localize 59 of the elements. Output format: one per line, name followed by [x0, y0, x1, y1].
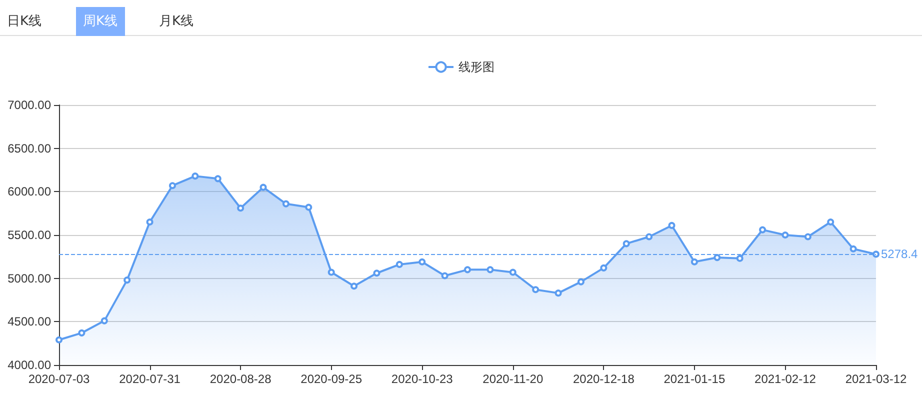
ref-line-label: 5278.4	[881, 247, 918, 262]
point	[146, 218, 154, 226]
y-tick-label: 5000.00	[8, 271, 52, 286]
point	[350, 282, 358, 290]
point	[646, 233, 653, 240]
y-tick-label: 4000.00	[8, 358, 52, 372]
point	[441, 272, 448, 280]
y-tick-label: 4500.00	[8, 314, 52, 329]
point	[486, 266, 494, 274]
point	[124, 276, 131, 284]
point	[554, 290, 562, 297]
point	[305, 204, 312, 211]
point	[872, 250, 880, 258]
point	[100, 317, 108, 324]
point	[600, 264, 608, 272]
x-tick-label: 2021-02-12	[754, 372, 816, 386]
x-tick-label: 2021-01-15	[664, 372, 726, 386]
point	[714, 254, 721, 262]
point	[237, 204, 244, 212]
x-tick-label: 2020-07-31	[119, 372, 181, 386]
point	[464, 266, 471, 274]
x-tick-label: 2020-10-23	[391, 372, 454, 386]
point	[509, 268, 516, 276]
point	[782, 232, 789, 238]
x-tick-label: 2021-03-12	[845, 372, 908, 386]
point	[373, 270, 380, 277]
point	[214, 175, 222, 182]
point	[850, 245, 857, 252]
point	[690, 258, 698, 266]
point	[577, 278, 584, 286]
x-tick-label: 2020-08-28	[210, 372, 272, 386]
point	[282, 200, 290, 208]
point	[622, 240, 630, 248]
point	[192, 172, 199, 180]
y-tick-label: 6500.00	[8, 141, 52, 156]
text: 周K线	[76, 7, 125, 36]
legend-label: 线形图	[458, 60, 494, 74]
point	[804, 233, 812, 240]
point	[168, 182, 176, 190]
point	[736, 254, 744, 262]
text: 月K线	[158, 13, 195, 31]
x-tick-label: 2020-11-20	[482, 372, 544, 386]
point	[78, 329, 86, 336]
point	[759, 226, 766, 234]
point	[56, 336, 62, 344]
x-tick-label: 2020-07-03	[28, 372, 90, 386]
point	[668, 222, 676, 229]
y-tick-label: 6000.00	[8, 184, 52, 199]
point	[532, 286, 540, 294]
x-tick-label: 2020-09-25	[300, 372, 362, 386]
y-tick-label: 7000.00	[8, 98, 52, 112]
point	[396, 260, 403, 268]
point	[328, 268, 335, 276]
point	[260, 184, 267, 191]
point	[418, 258, 426, 266]
y-tick-label: 5500.00	[8, 228, 52, 242]
point	[827, 218, 834, 226]
text: 日K线	[6, 13, 43, 31]
x-tick-label: 2020-12-18	[572, 372, 635, 386]
